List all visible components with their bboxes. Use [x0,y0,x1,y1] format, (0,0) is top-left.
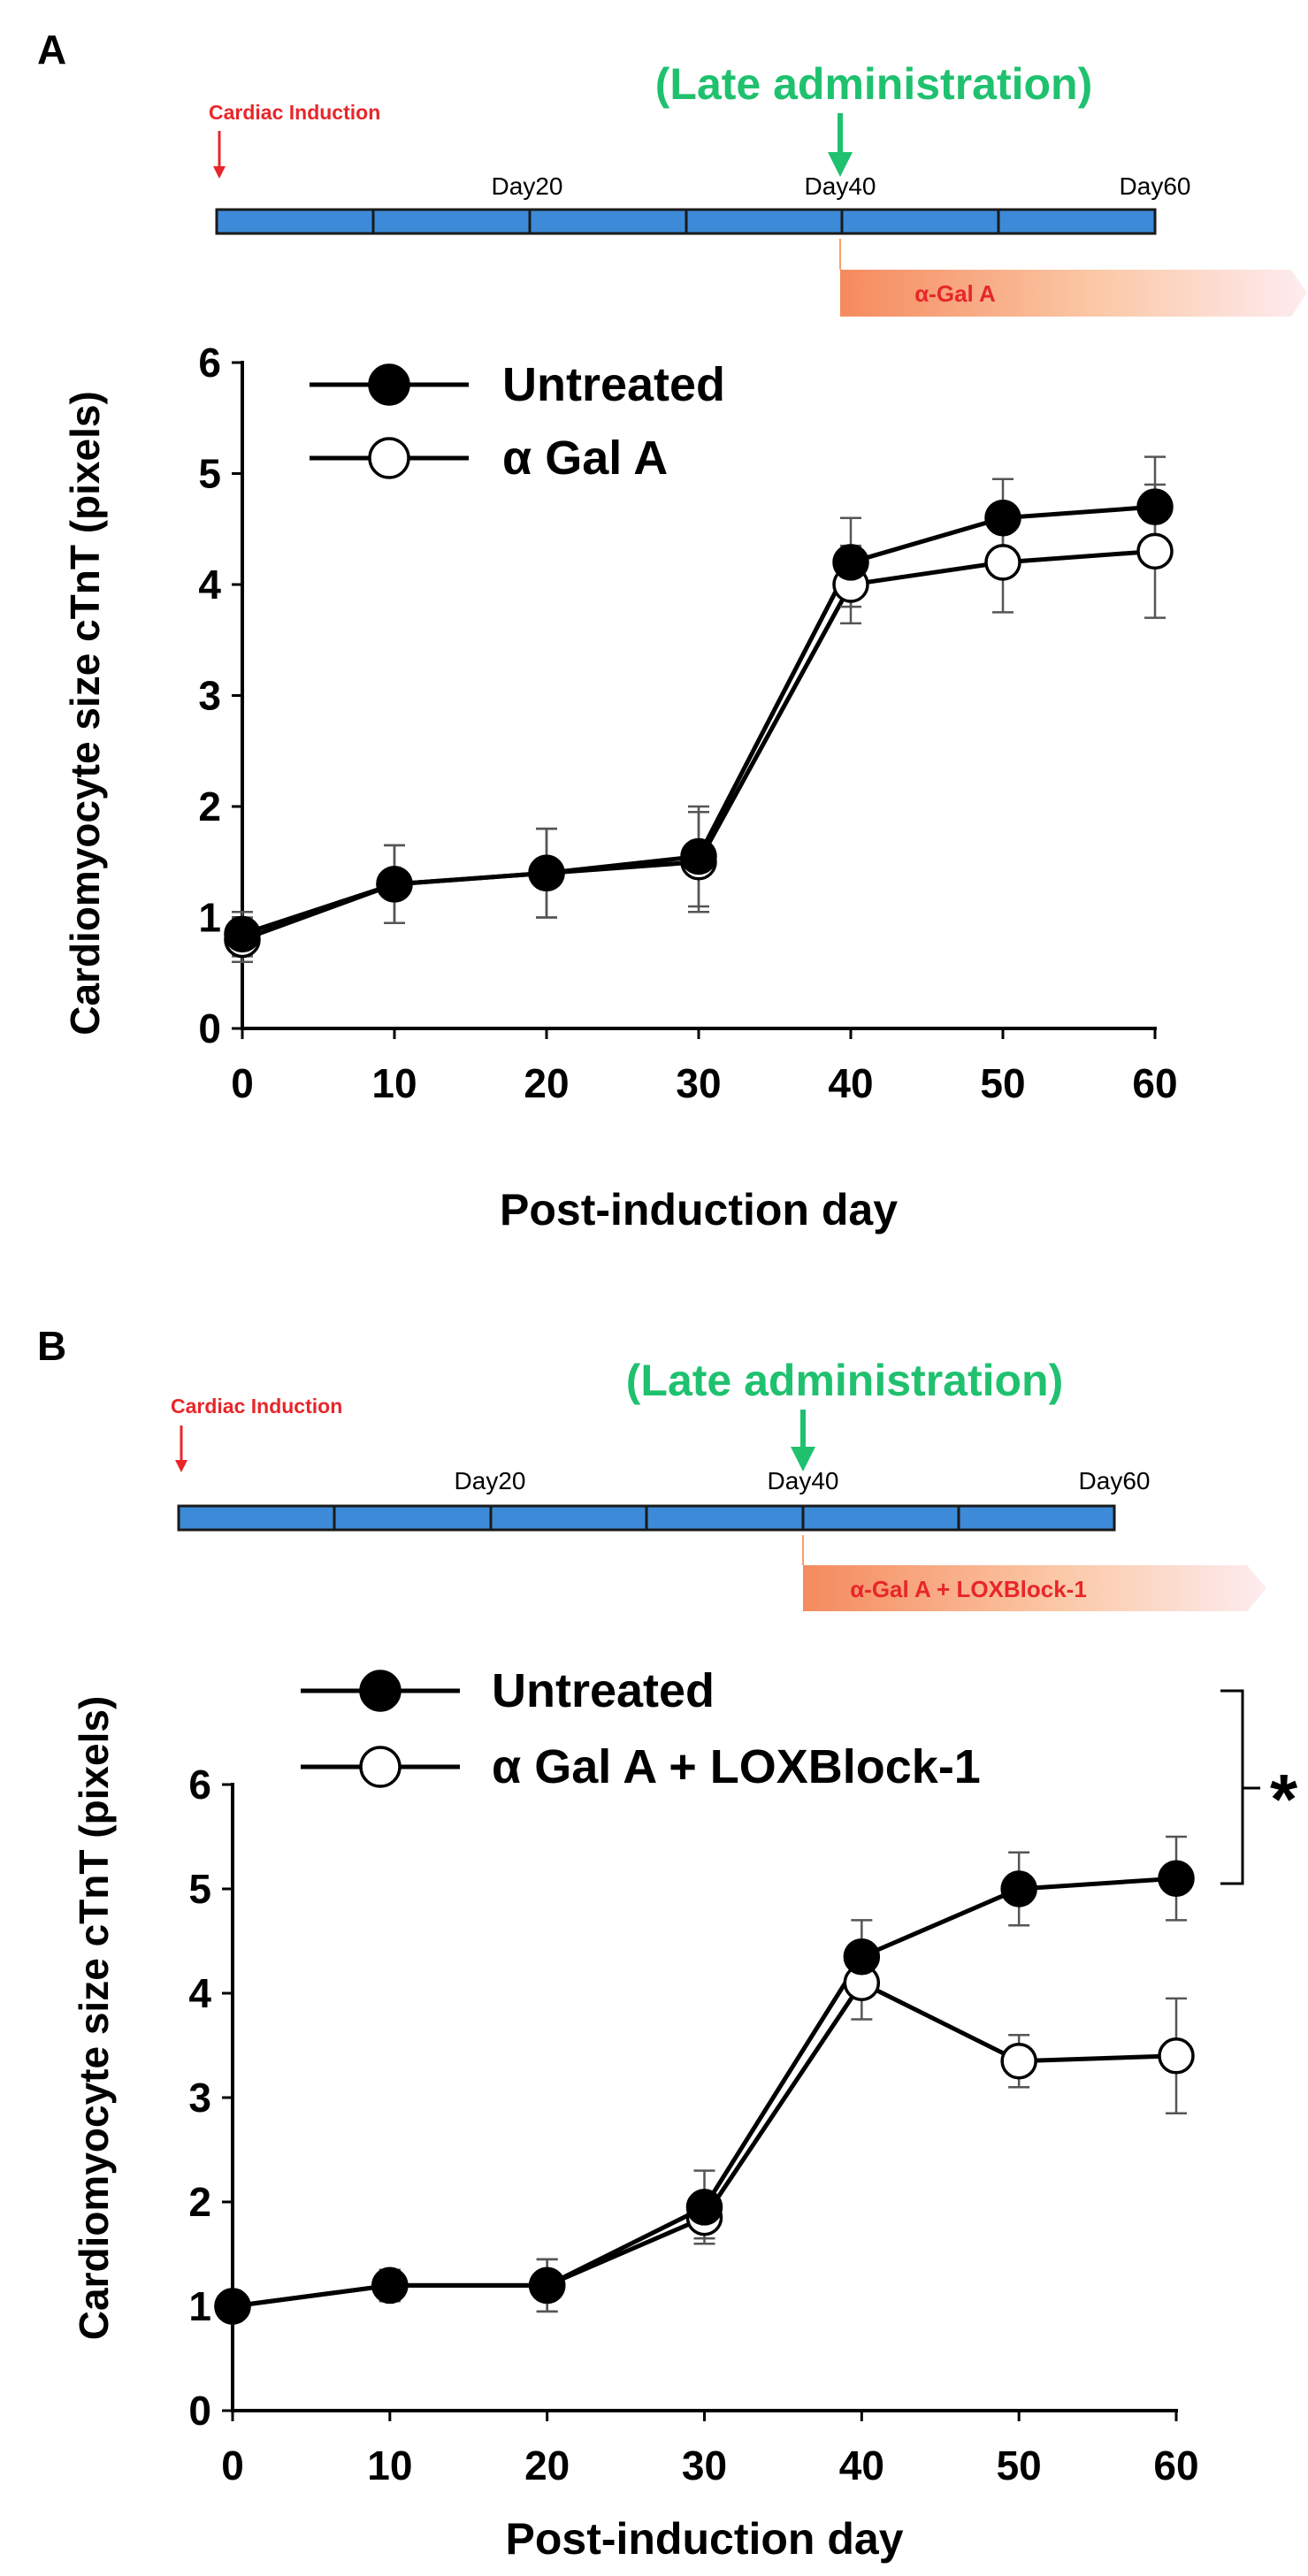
x-tick-label: 10 [367,2442,412,2488]
day-label-60: Day60 [1120,172,1191,200]
timeline: Cardiac Induction (Late administration) … [171,1356,1266,1611]
series-treated [222,1945,1187,2319]
x-tick-label: 50 [980,1060,1025,1106]
legend-marker [359,1746,402,1788]
y-tick-label: 4 [188,1970,211,2016]
y-tick-label: 3 [198,673,221,719]
x-tick-label: 30 [682,2442,727,2488]
y-tick-label: 4 [198,562,221,608]
y-tick-label: 3 [188,2075,211,2121]
y-tick-label: 0 [188,2388,211,2434]
series-untreated [222,1835,1187,2319]
day-label-40: Day40 [805,172,876,200]
y-tick-label: 5 [188,1866,211,1912]
x-tick-label: 0 [221,2442,244,2488]
legend: Untreated α Gal A + LOXBlock-1 [301,1664,981,1793]
y-tick-label: 2 [198,784,221,829]
data-point-filled [1000,1870,1037,1907]
y-tick-label: 5 [198,451,221,497]
x-tick-label: 40 [828,1060,873,1106]
data-point-filled [680,837,717,875]
late-administration-label: (Late administration) [655,59,1092,109]
treatment-label: α-Gal A [914,280,996,307]
data-point-filled [371,2266,409,2305]
induction-arrowhead [213,166,226,179]
legend-label: α Gal A + LOXBlock-1 [492,1740,981,1793]
legend: Untreated α Gal A [310,358,725,485]
timeline: Cardiac Induction (Late administration) … [209,59,1307,317]
treatment-label: α-Gal A + LOXBlock-1 [850,1576,1087,1602]
legend-label: Untreated [502,358,725,411]
data-point-filled [832,544,869,581]
data-point-open [1136,532,1174,570]
x-axis-label: Post-induction day [500,1185,898,1234]
significance-marker: * [1270,1760,1298,1838]
data-point-filled [1158,1860,1195,1897]
y-tick-label: 1 [188,2283,211,2329]
data-point-filled [214,2288,251,2325]
x-tick-label: 20 [524,1060,569,1106]
day-label-40: Day40 [768,1467,839,1494]
data-point-open [1158,2037,1195,2075]
y-tick-label: 1 [198,895,221,941]
data-point-filled [984,499,1021,537]
y-tick-label: 6 [198,340,221,386]
legend-marker [359,1670,402,1712]
treatment-band [840,270,1307,317]
data-point-filled [528,854,565,892]
series-untreated [232,455,1166,958]
day-label-20: Day20 [492,172,563,200]
y-tick-label: 6 [188,1762,211,1808]
induction-arrowhead [175,1460,187,1472]
treatment-band [803,1565,1266,1611]
late-arrowhead [828,152,853,177]
data-point-open [1000,2042,1037,2080]
panel-label: B [37,1323,66,1369]
data-point-filled [224,915,261,953]
induction-label: Cardiac Induction [209,101,380,124]
data-point-filled [376,866,413,903]
day-label-20: Day20 [455,1467,526,1494]
day-label-60: Day60 [1079,1467,1151,1494]
data-point-filled [1136,488,1174,525]
x-tick-label: 60 [1153,2442,1198,2488]
legend-label: Untreated [492,1664,715,1717]
y-tick-label: 0 [198,1005,221,1051]
data-point-filled [685,2189,723,2226]
late-administration-label: (Late administration) [626,1356,1063,1405]
x-tick-label: 10 [371,1060,417,1106]
y-axis-label: Cardiomyocyte size cTnT (pixels) [62,391,108,1036]
panel-label: A [37,27,66,73]
timeline-dividers [333,1506,960,1530]
x-tick-label: 30 [676,1060,721,1106]
x-tick-label: 0 [231,1060,254,1106]
legend-marker [368,437,410,479]
x-axis-label: Post-induction day [506,2514,904,2564]
induction-label: Cardiac Induction [171,1395,342,1418]
late-arrowhead [791,1447,815,1471]
data-point-filled [528,2266,566,2305]
x-tick-label: 40 [839,2442,884,2488]
series-line [232,1979,1177,2309]
y-axis-label: Cardiomyocyte size cTnT (pixels) [71,1696,117,2341]
data-point-open [984,544,1021,581]
legend-label: α Gal A [502,432,668,485]
legend-marker [368,363,410,406]
data-point-filled [843,1938,881,1976]
panel-a: A Cardiac Induction (Late administration… [37,27,1307,1234]
significance-bracket [1220,1689,1260,1885]
y-tick-label: 2 [188,2179,211,2225]
timeline-dividers [371,210,1000,233]
x-tick-label: 20 [524,2442,570,2488]
panel-b: B Cardiac Induction (Late administration… [37,1323,1298,2564]
x-tick-label: 60 [1132,1060,1177,1106]
x-tick-label: 50 [997,2442,1042,2488]
